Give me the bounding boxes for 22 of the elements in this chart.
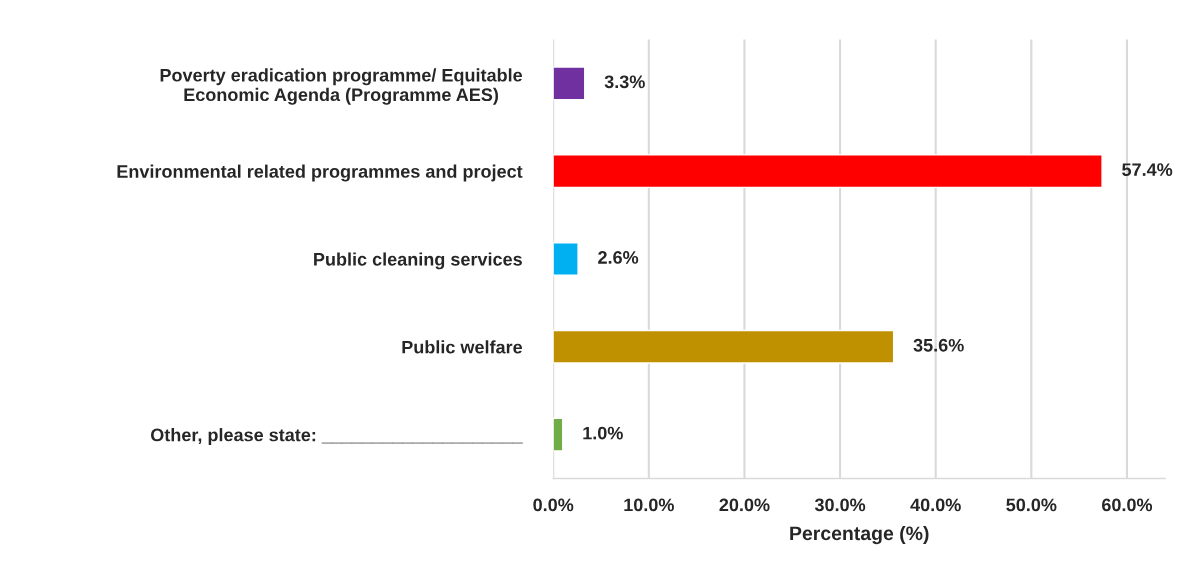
x-tick-label: 50.0% [1006,498,1057,512]
x-tick-label: 30.0% [814,498,866,512]
data-label: 2.6% [598,251,639,264]
data-label: 3.3% [604,75,645,89]
data-label: 1.0% [583,426,623,440]
data-label: 57.4% [1122,163,1173,176]
bar [553,242,579,276]
bar [553,329,895,364]
y-tick-label: Environmental related programmes and project [117,164,523,182]
x-axis-title: Percentage (%) [790,525,929,545]
y-tick-label: Poverty eradication programme/ Equitable Economic Agenda (Programme AES) [160,68,523,105]
x-tick-label: 40.0% [910,498,961,512]
x-tick-label: 60.0% [1102,498,1153,512]
y-tick-label: Public welfare [402,340,523,354]
x-tick-label: 10.0% [624,498,674,512]
y-tick-label: Public cleaning services [314,252,522,270]
y-tick-label: Other, please state: ____________________ [150,428,523,445]
x-tick-label: 20.0% [719,498,770,512]
data-label: 35.6% [913,338,964,352]
bar [553,66,586,101]
bar [553,154,1103,189]
x-tick-label: 0.0% [533,498,574,512]
